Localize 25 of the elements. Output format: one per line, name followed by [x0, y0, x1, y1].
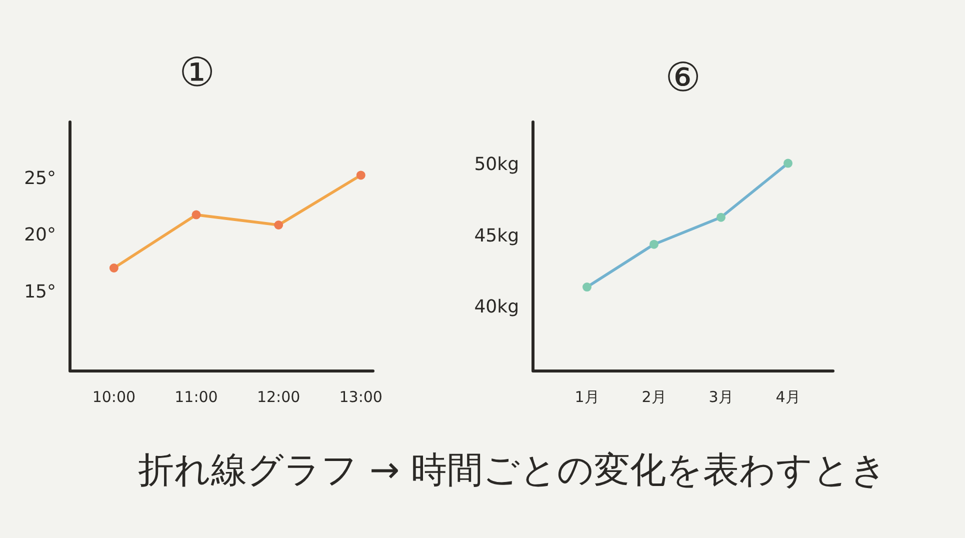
y-tick-label: 20° [24, 224, 56, 246]
x-tick-label: 4月 [776, 388, 800, 406]
point [356, 170, 366, 180]
x-tick-label: 12:00 [256, 388, 300, 406]
chart-title: ⑥ [665, 55, 701, 101]
point [109, 264, 118, 273]
point [784, 158, 792, 168]
point [582, 282, 592, 292]
text: 折れ線グラフ → 時間ごとの変化を表わすとき [138, 450, 888, 491]
point [716, 212, 726, 222]
y-tick-label: 45kg [474, 225, 519, 246]
point [650, 240, 658, 249]
y-tick-label: 15° [24, 281, 56, 302]
y-tick-label: 50kg [474, 154, 519, 176]
x-tick-label: 10:00 [92, 388, 136, 406]
y-tick-label: 40kg [474, 296, 519, 318]
chart-title: ① [179, 50, 215, 96]
x-tick-label: 3月 [708, 388, 734, 406]
point [192, 210, 201, 220]
y-tick-label: 25° [24, 168, 56, 190]
x-tick-label: 1月 [574, 388, 600, 406]
x-tick-label: 11:00 [174, 388, 218, 406]
point [274, 220, 284, 230]
x-tick-label: 13:00 [339, 388, 382, 406]
x-tick-label: 2月 [642, 388, 666, 406]
